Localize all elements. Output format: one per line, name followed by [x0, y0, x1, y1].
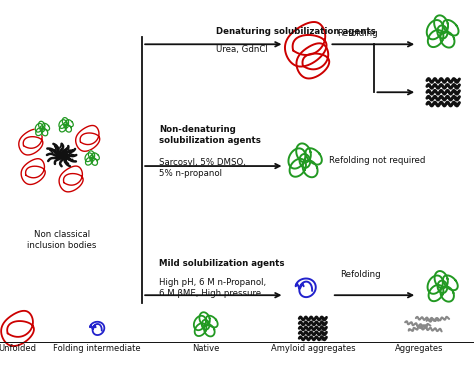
Polygon shape: [88, 151, 95, 159]
Text: Non classical
inclusion bodies: Non classical inclusion bodies: [27, 230, 96, 250]
Polygon shape: [85, 153, 92, 162]
Text: Sarcosyl, 5% DMSO,
5% n-propanol: Sarcosyl, 5% DMSO, 5% n-propanol: [159, 158, 246, 178]
Polygon shape: [90, 155, 94, 161]
Polygon shape: [428, 276, 443, 294]
Text: Urea, GdnCl: Urea, GdnCl: [216, 45, 267, 54]
Polygon shape: [289, 148, 305, 169]
Polygon shape: [438, 280, 447, 293]
Text: Aggregates: Aggregates: [395, 344, 444, 353]
Polygon shape: [303, 161, 318, 177]
Polygon shape: [36, 128, 43, 135]
Polygon shape: [443, 20, 458, 35]
Text: Unfolded: Unfolded: [0, 344, 36, 353]
Text: Refolding not required: Refolding not required: [328, 156, 425, 165]
Polygon shape: [59, 120, 66, 128]
Polygon shape: [443, 275, 458, 290]
Text: Amyloid aggregates: Amyloid aggregates: [271, 344, 355, 353]
Polygon shape: [206, 316, 218, 327]
Polygon shape: [43, 123, 50, 130]
Text: Refolding: Refolding: [337, 29, 378, 38]
Polygon shape: [40, 126, 45, 132]
Polygon shape: [38, 121, 45, 130]
Polygon shape: [296, 144, 311, 162]
Polygon shape: [290, 159, 306, 177]
Text: Folding intermediate: Folding intermediate: [54, 344, 141, 353]
Polygon shape: [440, 286, 454, 301]
Polygon shape: [300, 154, 310, 168]
Text: High pH, 6 M n-Propanol,
6 M βME, High pressure: High pH, 6 M n-Propanol, 6 M βME, High p…: [159, 278, 266, 298]
Polygon shape: [64, 122, 68, 128]
Text: Non-denaturing
solubilization agents: Non-denaturing solubilization agents: [159, 125, 261, 145]
Polygon shape: [66, 120, 73, 127]
Polygon shape: [200, 312, 210, 326]
Polygon shape: [437, 25, 447, 38]
Polygon shape: [85, 158, 92, 165]
Polygon shape: [427, 20, 443, 39]
Polygon shape: [35, 123, 43, 132]
Polygon shape: [306, 148, 322, 165]
Polygon shape: [59, 124, 66, 132]
Polygon shape: [428, 30, 443, 47]
Polygon shape: [194, 316, 206, 330]
Text: Denaturing solubilization agents: Denaturing solubilization agents: [216, 27, 375, 36]
Polygon shape: [62, 118, 69, 126]
Polygon shape: [202, 320, 210, 330]
Polygon shape: [91, 158, 98, 165]
Text: Refolding: Refolding: [340, 270, 381, 279]
Polygon shape: [428, 285, 443, 301]
Text: Native: Native: [192, 344, 220, 353]
Text: Mild solubilization agents: Mild solubilization agents: [159, 259, 284, 268]
Polygon shape: [65, 125, 72, 132]
Polygon shape: [434, 15, 448, 34]
Polygon shape: [435, 271, 448, 288]
Polygon shape: [41, 128, 48, 136]
Polygon shape: [195, 323, 206, 336]
Polygon shape: [204, 324, 215, 337]
Polygon shape: [92, 153, 100, 160]
Polygon shape: [440, 31, 455, 48]
